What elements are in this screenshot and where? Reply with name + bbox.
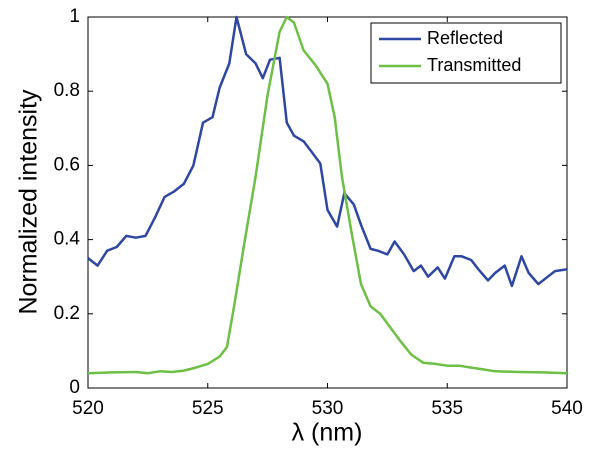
y-tick-label: 0.4 bbox=[54, 229, 81, 250]
y-axis-label: Normalized intensity bbox=[15, 89, 43, 315]
x-tick-label: 540 bbox=[551, 398, 583, 419]
legend-box bbox=[370, 22, 562, 84]
y-tick-label: 0 bbox=[69, 377, 80, 398]
x-tick-label: 525 bbox=[192, 398, 224, 419]
y-tick-label: 0.8 bbox=[54, 80, 80, 101]
y-tick-label: 0.2 bbox=[54, 303, 80, 324]
line-series bbox=[87, 15, 568, 375]
y-tick-label: 0.6 bbox=[54, 154, 80, 175]
x-axis-label: λ (nm) bbox=[292, 419, 363, 447]
line-series bbox=[87, 15, 568, 288]
x-tick-label: 535 bbox=[431, 398, 463, 419]
x-tick-label: 530 bbox=[312, 398, 344, 419]
legend-label: Reflected bbox=[427, 28, 503, 48]
y-tick-label: 1 bbox=[69, 6, 80, 27]
x-tick-label: 520 bbox=[72, 398, 104, 419]
legend-label: Transmitted bbox=[427, 55, 521, 75]
